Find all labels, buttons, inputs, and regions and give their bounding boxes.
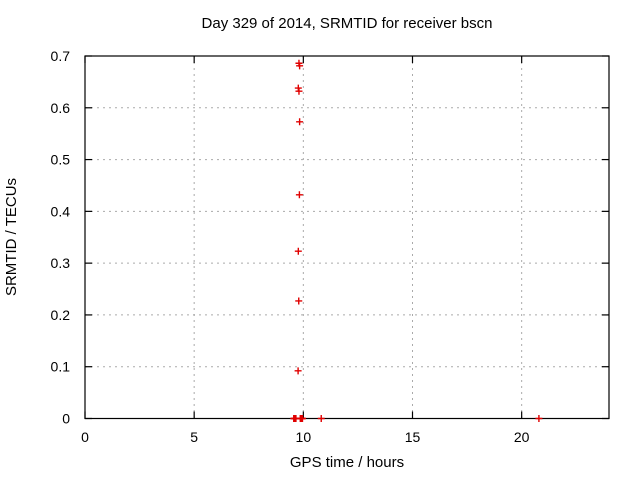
x-tick-label: 15 — [405, 429, 421, 445]
plot-border — [84, 55, 610, 420]
y-tick-label: 0.7 — [51, 48, 71, 64]
y-tick-label: 0.5 — [51, 152, 71, 168]
x-axis-label: GPS time / hours — [290, 454, 404, 471]
data-point-marker — [298, 415, 306, 422]
y-tick-label: 0 — [62, 411, 70, 427]
data-point-marker — [296, 62, 304, 70]
data-point-marker — [317, 415, 325, 422]
data-point-marker — [295, 191, 303, 199]
y-tick-label: 0.6 — [51, 100, 71, 116]
y-tick-label: 0.2 — [51, 307, 71, 323]
y-tick-label: 0.3 — [51, 255, 71, 271]
x-tick-label: 5 — [190, 429, 198, 445]
chart-title: Day 329 of 2014, SRMTID for receiver bsc… — [202, 15, 493, 32]
data-point-marker — [295, 87, 303, 95]
y-tick-label: 0.1 — [51, 359, 71, 375]
x-tick-label: 10 — [296, 429, 312, 445]
data-point-marker — [296, 118, 304, 126]
data-point-marker — [535, 415, 543, 422]
plot-area: 0 5 10 15 20 0 0.1 0.2 0.3 0.4 0.5 0.6 0.7 — [51, 48, 610, 445]
data-point-marker — [295, 297, 303, 305]
data-point-marker — [294, 367, 302, 375]
data-point-marker — [294, 247, 302, 255]
x-tick-label: 0 — [81, 429, 89, 445]
y-axis-label: SRMTID / TECUs — [3, 178, 20, 296]
x-tick-label: 20 — [514, 429, 530, 445]
y-tick-label: 0.4 — [51, 203, 71, 219]
